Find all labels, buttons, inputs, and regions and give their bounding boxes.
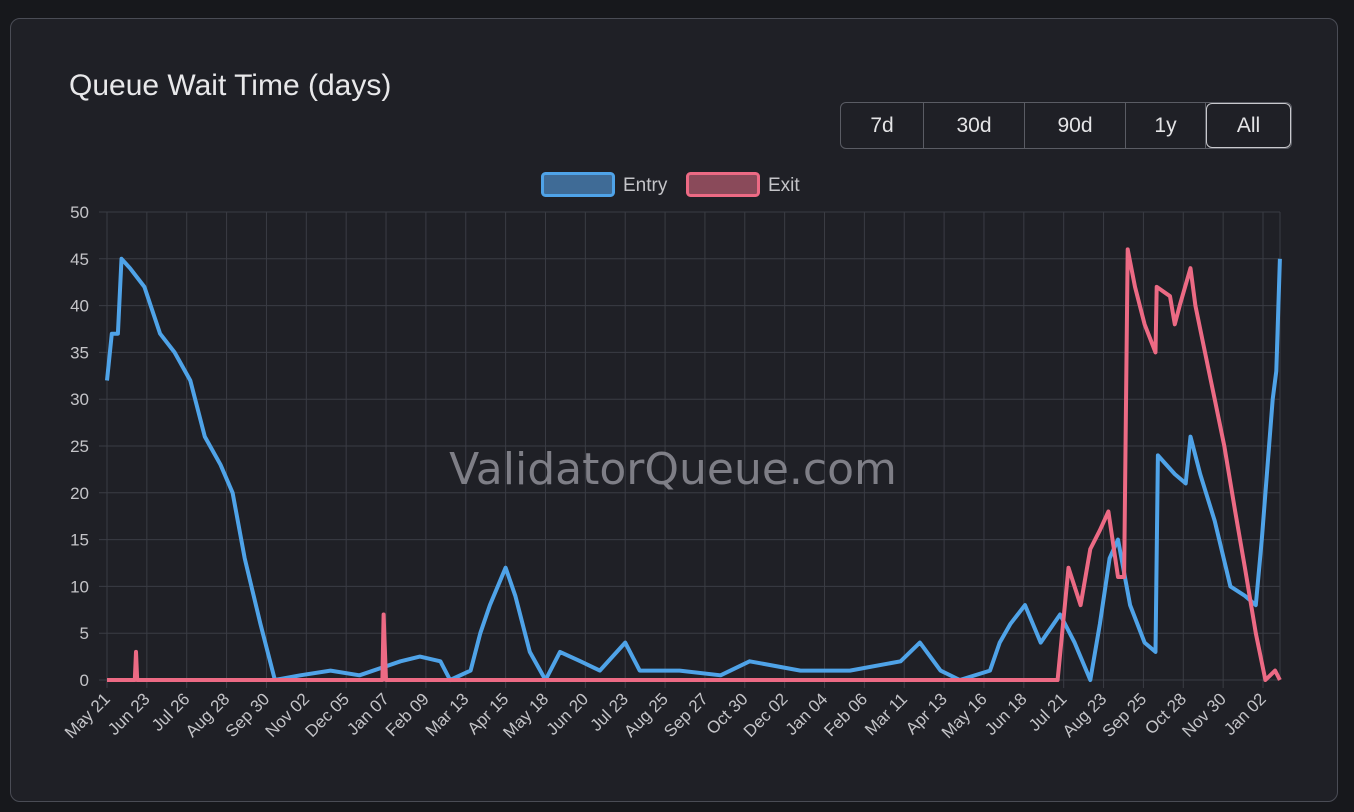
x-tick-label: Feb 09 bbox=[382, 689, 433, 740]
y-tick-label: 35 bbox=[70, 343, 89, 362]
y-tick-label: 45 bbox=[70, 250, 89, 269]
legend-label-entry: Entry bbox=[623, 175, 668, 196]
x-tick-label: May 16 bbox=[938, 689, 991, 742]
x-tick-label: Jun 23 bbox=[104, 689, 154, 739]
x-tick-label: Jun 20 bbox=[543, 689, 593, 739]
x-tick-label: Sep 25 bbox=[1099, 689, 1151, 741]
y-tick-label: 0 bbox=[80, 671, 89, 690]
x-tick-label: May 21 bbox=[61, 689, 114, 742]
x-tick-label: Jan 02 bbox=[1220, 689, 1270, 739]
range-button-1y[interactable]: 1y bbox=[1126, 103, 1206, 148]
legend-label-exit: Exit bbox=[768, 175, 800, 196]
x-tick-label: Aug 23 bbox=[1059, 689, 1111, 741]
x-tick-label: Aug 25 bbox=[620, 689, 672, 741]
x-tick-label: Mar 13 bbox=[422, 689, 473, 740]
y-tick-label: 40 bbox=[70, 297, 89, 316]
x-tick-label: Dec 02 bbox=[740, 689, 792, 741]
legend-swatch-exit bbox=[686, 172, 760, 197]
x-tick-label: Sep 30 bbox=[222, 689, 274, 741]
range-button-30d[interactable]: 30d bbox=[924, 103, 1025, 148]
range-button-all[interactable]: All bbox=[1206, 103, 1291, 148]
legend-swatch-entry bbox=[541, 172, 615, 197]
series-line-exit bbox=[107, 247, 1282, 682]
series-line-entry bbox=[105, 256, 1282, 682]
x-tick-label: Nov 02 bbox=[262, 689, 314, 741]
watermark: ValidatorQueue.com bbox=[449, 444, 897, 495]
y-tick-label: 25 bbox=[70, 437, 89, 456]
range-selector: 7d 30d 90d 1y All bbox=[840, 102, 1292, 149]
chart-title: Queue Wait Time (days) bbox=[69, 69, 392, 102]
y-tick-label: 10 bbox=[70, 577, 89, 596]
x-tick-label: Aug 28 bbox=[182, 689, 234, 741]
y-tick-label: 30 bbox=[70, 390, 89, 409]
y-tick-label: 5 bbox=[80, 624, 89, 643]
x-tick-label: Jun 18 bbox=[981, 689, 1031, 739]
range-button-90d[interactable]: 90d bbox=[1025, 103, 1126, 148]
x-tick-label: Nov 30 bbox=[1178, 689, 1230, 741]
y-tick-label: 15 bbox=[70, 531, 89, 550]
y-tick-label: 20 bbox=[70, 484, 89, 503]
x-tick-label: Dec 05 bbox=[301, 689, 353, 741]
x-tick-label: Feb 06 bbox=[820, 689, 871, 740]
y-tick-label: 50 bbox=[70, 203, 89, 222]
x-tick-label: Sep 27 bbox=[660, 689, 712, 741]
x-tick-label: May 18 bbox=[499, 689, 552, 742]
range-button-7d[interactable]: 7d bbox=[841, 103, 924, 148]
x-tick-label: Mar 11 bbox=[861, 689, 911, 739]
